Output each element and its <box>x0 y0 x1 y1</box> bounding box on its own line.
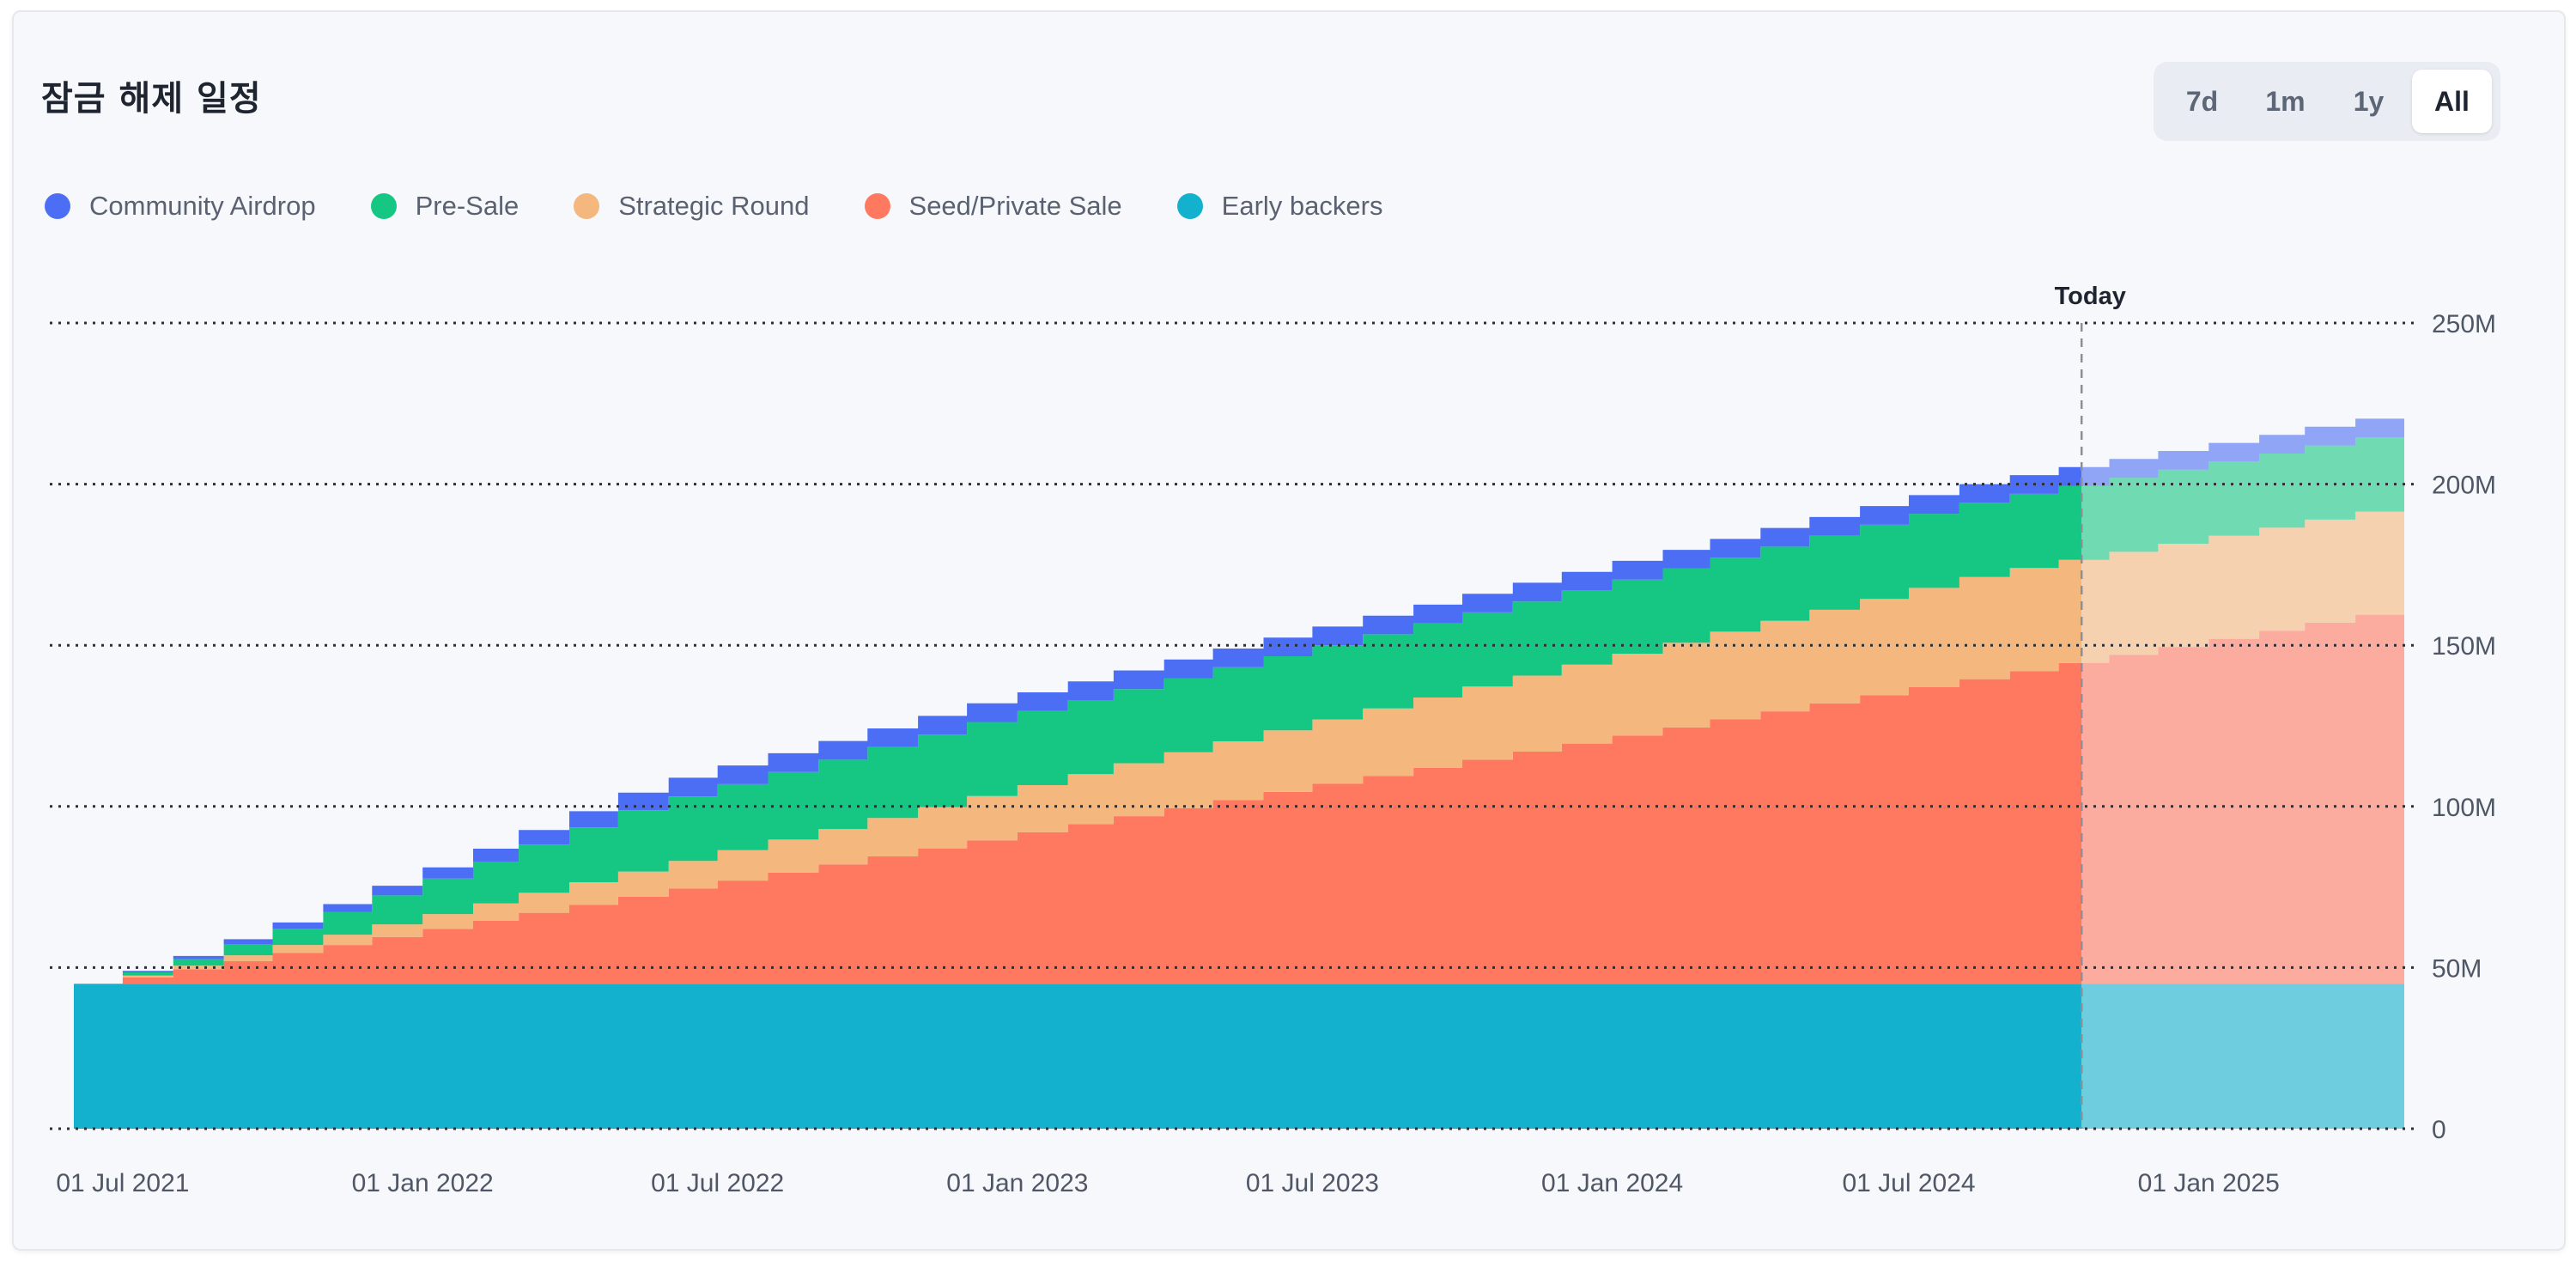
x-tick-label: 01 Jul 2021 <box>56 1169 189 1197</box>
x-axis: 01 Jul 2021 01 Jan 2022 01 Jul 2022 01 Jan … <box>56 1169 2279 1197</box>
legend-dot-early-backers <box>1176 193 1203 219</box>
x-tick-label: 01 Jul 2023 <box>1246 1169 1379 1197</box>
x-tick-label: 01 Jan 2025 <box>2138 1169 2280 1197</box>
area-seed-private-sale-projected <box>2081 609 2404 984</box>
legend-item-early-backers[interactable]: Early backers <box>1176 191 1383 222</box>
area-community-airdrop-projected <box>2081 413 2404 486</box>
legend-label: Pre-Sale <box>415 191 519 221</box>
range-all-button[interactable]: All <box>2412 70 2492 133</box>
legend-dot-pre-sale <box>370 193 397 219</box>
legend-item-seed-private-sale[interactable]: Seed/Private Sale <box>864 191 1122 222</box>
x-tick-label: 01 Jul 2022 <box>651 1169 784 1197</box>
time-range-selector: 7d 1m 1y All <box>2154 62 2500 141</box>
area-early-backers <box>74 984 2082 1129</box>
legend-item-strategic-round[interactable]: Strategic Round <box>574 191 810 222</box>
area-seed-private-sale <box>74 662 2082 984</box>
legend-label: Early backers <box>1221 191 1383 221</box>
legend-item-pre-sale[interactable]: Pre-Sale <box>370 191 519 222</box>
legend-label: Community Airdrop <box>89 191 316 221</box>
chart-title: 잠금 해제 일정 <box>41 79 262 119</box>
legend-dot-strategic-round <box>574 193 600 219</box>
area-strategic-round-projected <box>2081 506 2404 663</box>
range-1m-button[interactable]: 1m <box>2265 85 2306 117</box>
y-tick-label: 250M <box>2432 310 2496 338</box>
area-pre-sale-projected <box>2081 432 2404 560</box>
area-community-airdrop <box>74 466 2082 984</box>
area-strategic-round <box>74 559 2082 984</box>
y-axis: 0 50M 100M 150M 200M 250M <box>2432 310 2496 1144</box>
legend-label: Strategic Round <box>618 191 810 221</box>
today-label: Today <box>2055 283 2126 310</box>
legend-label: Seed/Private Sale <box>908 191 1122 221</box>
legend-dot-community-airdrop <box>45 193 70 219</box>
range-7d-button[interactable]: 7d <box>2185 85 2219 117</box>
y-tick-label: 50M <box>2432 954 2482 983</box>
x-tick-label: 01 Jul 2024 <box>1842 1169 1975 1197</box>
legend-item-community-airdrop[interactable]: Community Airdrop <box>45 191 316 222</box>
x-tick-label: 01 Jan 2023 <box>946 1169 1088 1197</box>
area-early-backers-projected <box>2081 984 2404 1129</box>
legend-dot-seed-private-sale <box>864 193 890 219</box>
y-tick-label: 200M <box>2432 472 2496 500</box>
y-tick-label: 150M <box>2432 632 2496 661</box>
chart-legend: Community Airdrop Pre-Sale Strategic Rou… <box>45 191 1437 222</box>
chart-areas <box>74 413 2404 1129</box>
x-tick-label: 01 Jan 2022 <box>352 1169 494 1197</box>
area-pre-sale <box>74 485 2082 984</box>
x-tick-label: 01 Jan 2024 <box>1541 1169 1683 1197</box>
y-tick-label: 0 <box>2432 1116 2446 1144</box>
y-tick-label: 100M <box>2432 794 2496 822</box>
range-1y-button[interactable]: 1y <box>2353 85 2385 117</box>
today-marker: Today <box>2055 283 2126 1129</box>
